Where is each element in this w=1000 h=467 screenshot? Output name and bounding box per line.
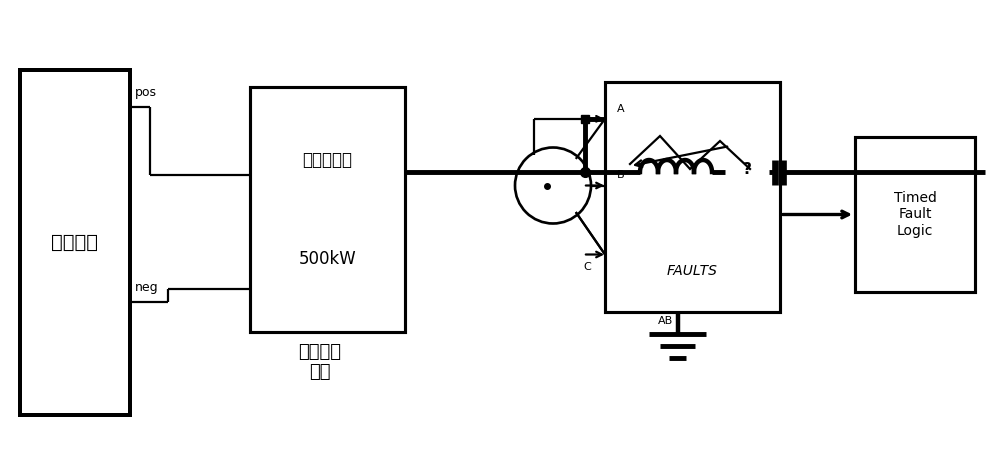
Text: A: A <box>617 104 625 114</box>
Text: C: C <box>583 262 591 271</box>
Text: FAULTS: FAULTS <box>667 263 718 277</box>
Text: Timed
Fault
Logic: Timed Fault Logic <box>894 191 936 238</box>
Text: ?: ? <box>743 163 751 177</box>
Text: 三相逆变器: 三相逆变器 <box>302 151 352 170</box>
Bar <box>250 87 405 332</box>
Bar <box>855 137 975 292</box>
Text: 光伏阵列: 光伏阵列 <box>52 233 98 252</box>
Text: AB: AB <box>658 316 673 326</box>
Text: 500kW: 500kW <box>299 249 356 268</box>
Text: B: B <box>617 170 625 181</box>
Bar <box>605 82 780 312</box>
Text: neg: neg <box>135 281 159 294</box>
Bar <box>20 70 130 415</box>
Text: 故障发生
模块: 故障发生 模块 <box>298 343 342 382</box>
Text: pos: pos <box>135 86 157 99</box>
